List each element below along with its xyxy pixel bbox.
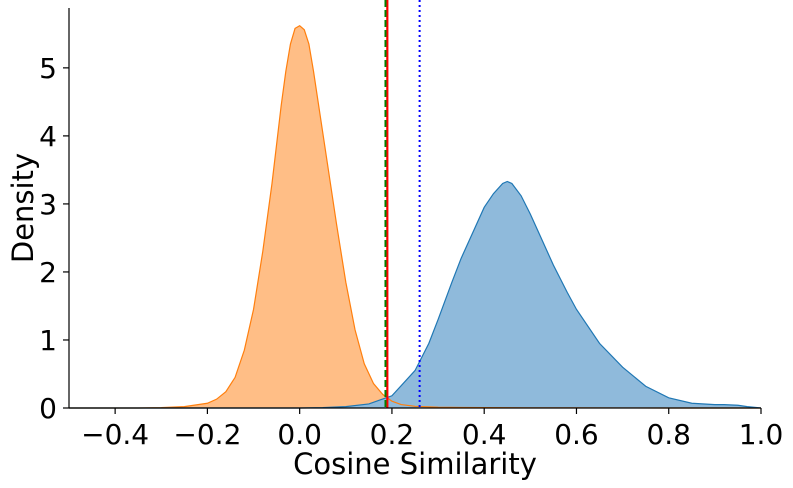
reference-lines [384, 0, 421, 408]
x-tick-label: −0.2 [173, 418, 241, 451]
x-tick-label: 1.0 [739, 418, 784, 451]
x-axis-title: Cosine Similarity [293, 447, 537, 481]
x-tick-label: 0.2 [370, 418, 415, 451]
y-tick-label: 1 [39, 324, 57, 357]
x-tick-label: 0.6 [554, 418, 599, 451]
y-tick-label: 2 [39, 256, 57, 289]
y-tick-label: 3 [39, 188, 57, 221]
y-tick-label: 4 [39, 120, 57, 153]
x-tick-label: 0.4 [462, 418, 507, 451]
series-0-line [69, 24, 761, 409]
x-tick-label: 0.0 [277, 418, 322, 451]
series-1-line [69, 180, 762, 409]
series-0-area [69, 25, 761, 408]
plot-series [69, 24, 762, 409]
x-axis-ticks: −0.4 −0.2 0.0 0.2 0.4 0.6 0.8 1.0 [81, 408, 783, 451]
y-axis-title: Density [6, 153, 40, 263]
x-tick-label: 0.8 [646, 418, 691, 451]
y-tick-label: 5 [39, 52, 57, 85]
y-axis-ticks: 0 1 2 3 4 5 [39, 52, 69, 425]
x-tick-label: −0.4 [81, 418, 149, 451]
y-tick-label: 0 [39, 392, 57, 425]
series-1-area [69, 181, 761, 408]
